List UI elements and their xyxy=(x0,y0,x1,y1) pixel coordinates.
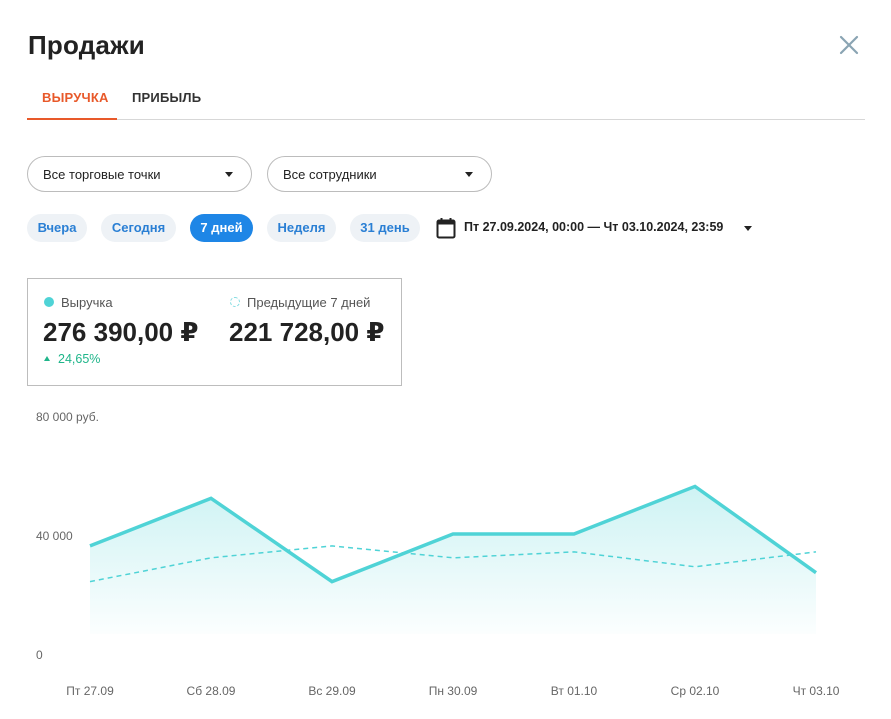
y-tick-label: 40 000 xyxy=(36,529,73,543)
change-value: 24,65% xyxy=(58,352,101,366)
previous-label: Предыдущие 7 дней xyxy=(247,295,371,310)
date-range-text: Пт 27.09.2024, 00:00 — Чт 03.10.2024, 23… xyxy=(464,220,724,234)
period-yesterday[interactable]: Вчера xyxy=(27,214,87,242)
employees-select-value: Все сотрудники xyxy=(283,167,377,182)
summary-card: Выручка 276 390,00 ₽ Предыдущие 7 дней 2… xyxy=(27,278,402,386)
employees-select[interactable]: Все сотрудники xyxy=(267,156,492,192)
close-icon[interactable] xyxy=(835,31,863,59)
x-tick-label: Пн 30.09 xyxy=(428,684,478,698)
chevron-down-icon xyxy=(744,226,752,231)
previous-value: 221 728,00 ₽ xyxy=(229,317,385,347)
x-tick-label: Пт 27.09 xyxy=(66,684,114,698)
period-week[interactable]: Неделя xyxy=(267,214,336,242)
tab-profit[interactable]: ПРИБЫЛЬ xyxy=(132,90,202,105)
arrow-up-icon xyxy=(44,356,50,361)
change-indicator: 24,65% xyxy=(44,352,100,366)
x-tick-label: Вс 29.09 xyxy=(308,684,356,698)
tab-revenue[interactable]: ВЫРУЧКА xyxy=(27,82,117,120)
x-tick-label: Ср 02.10 xyxy=(670,684,720,698)
current-value: 276 390,00 ₽ xyxy=(43,317,199,347)
y-tick-label: 0 xyxy=(36,648,43,662)
x-tick-label: Чт 03.10 xyxy=(792,684,840,698)
x-tick-label: Вт 01.10 xyxy=(550,684,598,698)
previous-period-line xyxy=(89,545,817,583)
period-today[interactable]: Сегодня xyxy=(101,214,176,242)
page-title: Продажи xyxy=(28,30,145,60)
tab-bar: ВЫРУЧКА ПРИБЫЛЬ xyxy=(27,82,865,120)
outlets-select-value: Все торговые точки xyxy=(43,167,161,182)
previous-series-dot xyxy=(230,297,240,307)
current-series-dot xyxy=(44,297,54,307)
outlets-select[interactable]: Все торговые точки xyxy=(27,156,252,192)
chevron-down-icon xyxy=(225,172,233,177)
calendar-icon xyxy=(436,218,456,239)
current-label: Выручка xyxy=(61,295,113,310)
revenue-area xyxy=(90,486,816,634)
revenue-line xyxy=(89,484,818,584)
period-31-days[interactable]: 31 день xyxy=(350,214,420,242)
chevron-down-icon xyxy=(465,172,473,177)
period-7-days[interactable]: 7 дней xyxy=(190,214,253,242)
y-tick-label: 80 000 руб. xyxy=(36,410,99,424)
x-tick-label: Сб 28.09 xyxy=(186,684,236,698)
